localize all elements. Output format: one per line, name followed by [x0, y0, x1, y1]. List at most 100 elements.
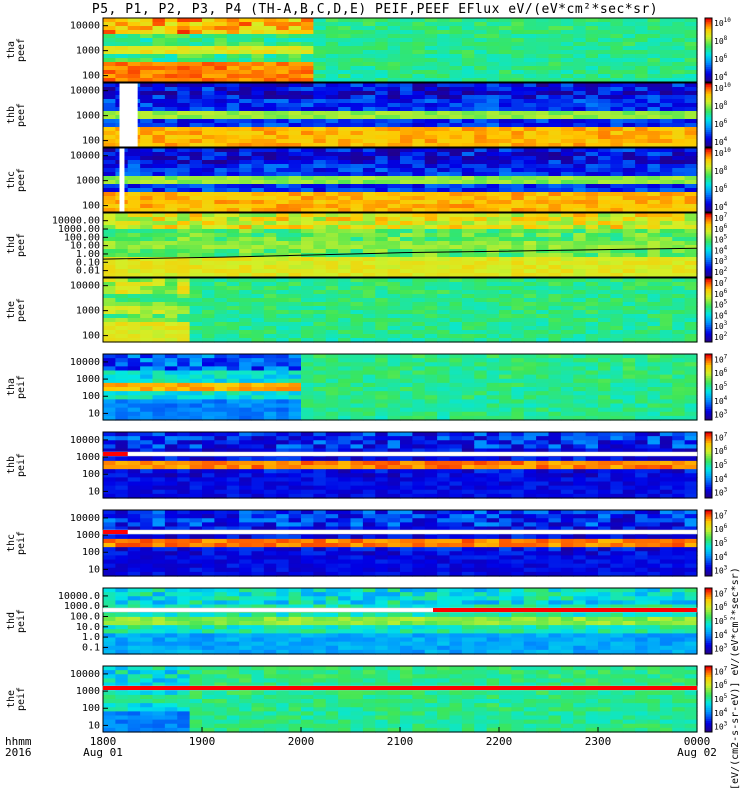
heatmap-cell — [474, 334, 488, 339]
heatmap-cell — [412, 217, 426, 222]
heatmap-cell — [536, 269, 550, 274]
heatmap-cell — [325, 30, 339, 35]
heatmap-cell — [313, 370, 327, 376]
heatmap-cell — [585, 229, 599, 234]
heatmap-cell — [301, 30, 314, 35]
heatmap-cell — [202, 172, 215, 177]
heatmap-cell — [659, 131, 673, 136]
heatmap-cell — [189, 294, 203, 299]
heatmap-cell — [461, 208, 475, 213]
heatmap-cell — [103, 18, 116, 23]
heatmap-cell — [251, 18, 265, 23]
heatmap-cell — [288, 34, 302, 39]
heatmap-cell — [140, 152, 154, 157]
heatmap-cell — [548, 265, 562, 270]
heatmap-cell — [672, 139, 686, 144]
heatmap-cell — [560, 91, 574, 96]
heatmap-cell — [387, 415, 401, 421]
heatmap-cell — [585, 399, 599, 405]
heatmap-cell — [239, 399, 253, 405]
heatmap-cell — [412, 123, 426, 128]
heatmap-cell — [189, 87, 203, 92]
heatmap-cell — [103, 469, 116, 474]
heatmap-cell — [127, 192, 141, 197]
heatmap-cell — [214, 282, 228, 287]
heatmap-cell — [140, 407, 154, 413]
heatmap-cell — [350, 152, 364, 157]
heatmap-cell — [251, 391, 265, 396]
heatmap-cell — [301, 87, 314, 92]
heatmap-cell — [301, 83, 314, 88]
heatmap-cell — [214, 200, 228, 205]
heatmap-cell — [127, 362, 141, 367]
heatmap-cell — [338, 265, 352, 270]
heatmap-cell — [103, 477, 116, 483]
heatmap-cell — [202, 391, 215, 396]
heatmap-cell — [177, 135, 191, 140]
heatmap-cell — [226, 99, 240, 104]
heatmap-cell — [140, 354, 154, 359]
heatmap-cell — [301, 370, 314, 376]
heatmap-cell — [474, 78, 488, 83]
heatmap-cell — [177, 249, 191, 254]
heatmap-cell — [177, 382, 191, 388]
heatmap-cell — [115, 322, 129, 327]
heatmap-cell — [536, 273, 550, 278]
heatmap-cell — [486, 164, 500, 169]
heatmap-cell — [474, 103, 488, 108]
heatmap-cell — [548, 115, 562, 120]
heatmap-cell — [338, 168, 352, 173]
heatmap-cell — [338, 403, 352, 409]
heatmap-cell — [140, 160, 154, 165]
heatmap-cell — [189, 374, 203, 380]
heatmap-cell — [177, 143, 191, 148]
heatmap-cell — [449, 99, 463, 104]
heatmap-cell — [325, 387, 339, 392]
heatmap-cell — [511, 338, 525, 343]
heatmap-cell — [189, 200, 203, 205]
heatmap-cell — [400, 127, 413, 132]
heatmap-cell — [276, 387, 290, 392]
heatmap-cell — [202, 354, 215, 359]
heatmap-cell — [313, 188, 327, 193]
heatmap-cell — [226, 310, 240, 315]
heatmap-cell — [635, 70, 649, 75]
heatmap-cell — [412, 213, 426, 218]
heatmap-cell — [598, 366, 611, 372]
heatmap-cell — [375, 322, 389, 327]
heatmap-cell — [598, 391, 611, 396]
heatmap-cell — [511, 91, 525, 96]
heatmap-cell — [635, 111, 649, 116]
heatmap-cell — [140, 38, 154, 43]
heatmap-cell — [412, 237, 426, 242]
heatmap-cell — [263, 261, 277, 266]
heatmap-cell — [647, 66, 661, 71]
heatmap-cell — [251, 382, 265, 388]
heatmap-cell — [288, 358, 302, 363]
heatmap-cell — [251, 111, 265, 116]
heatmap-cell — [548, 326, 562, 331]
heatmap-cell — [560, 196, 574, 201]
heatmap-cell — [288, 354, 302, 359]
heatmap-cell — [610, 265, 624, 270]
colorbar-cell — [705, 213, 712, 216]
heatmap-cell — [499, 74, 512, 79]
heatmap-cell — [202, 91, 215, 96]
heatmap-cell — [177, 83, 191, 88]
heatmap-cell — [127, 229, 141, 234]
heatmap-cell — [375, 99, 389, 104]
heatmap-cell — [622, 176, 636, 181]
heatmap-cell — [164, 127, 178, 132]
heatmap-cell — [164, 310, 178, 315]
heatmap-cell — [536, 334, 550, 339]
heatmap-cell — [325, 131, 339, 136]
heatmap-cell — [127, 78, 141, 83]
heatmap-cell — [313, 95, 327, 100]
heatmap-cell — [189, 282, 203, 287]
heatmap-cell — [177, 87, 191, 92]
heatmap-cell — [400, 18, 413, 23]
heatmap-cell — [325, 233, 339, 238]
heatmap-cell — [635, 156, 649, 161]
